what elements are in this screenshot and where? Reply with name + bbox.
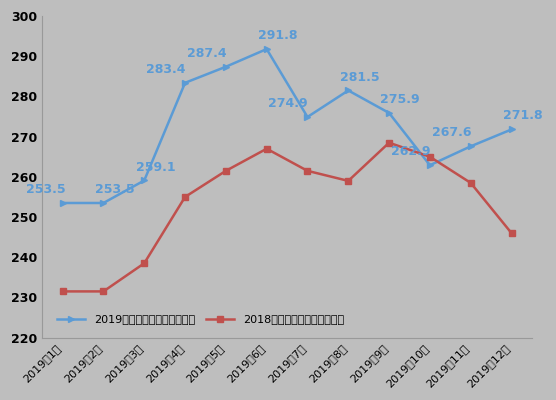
2019年粗钢月度日产（万吨） (182, 80, 188, 85)
2018年粗钢月度日产（万吨） (468, 180, 474, 185)
2019年粗钢月度日产（万吨） (100, 200, 107, 205)
Text: 291.8: 291.8 (258, 29, 297, 42)
Text: 262.9: 262.9 (391, 145, 430, 158)
2019年粗钢月度日产（万吨） (345, 88, 351, 93)
Line: 2019年粗钢月度日产（万吨）: 2019年粗钢月度日产（万吨） (59, 46, 515, 206)
2019年粗钢月度日产（万吨） (304, 114, 311, 119)
Text: 283.4: 283.4 (146, 63, 185, 76)
2019年粗钢月度日产（万吨） (386, 110, 393, 115)
2019年粗钢月度日产（万吨） (141, 178, 147, 183)
Text: 267.6: 267.6 (431, 126, 471, 139)
2019年粗钢月度日产（万吨） (468, 144, 474, 149)
Text: 281.5: 281.5 (340, 70, 379, 84)
2019年粗钢月度日产（万吨） (59, 200, 66, 205)
Legend: 2019年粗钢月度日产（万吨）, 2018年粗钢月度日产（万吨）: 2019年粗钢月度日产（万吨）, 2018年粗钢月度日产（万吨） (53, 310, 348, 329)
Text: 253.5: 253.5 (26, 183, 66, 196)
2018年粗钢月度日产（万吨） (141, 261, 147, 266)
2018年粗钢月度日产（万吨） (222, 168, 229, 173)
2018年粗钢月度日产（万吨） (100, 289, 107, 294)
Text: 274.9: 274.9 (268, 97, 308, 110)
2018年粗钢月度日产（万吨） (386, 140, 393, 145)
Line: 2018年粗钢月度日产（万吨）: 2018年粗钢月度日产（万吨） (59, 140, 515, 294)
2019年粗钢月度日产（万吨） (508, 127, 515, 132)
2018年粗钢月度日产（万吨） (345, 178, 351, 183)
Text: 253.5: 253.5 (95, 183, 135, 196)
2018年粗钢月度日产（万吨） (59, 289, 66, 294)
2018年粗钢月度日产（万吨） (264, 146, 270, 151)
2018年粗钢月度日产（万吨） (426, 154, 433, 159)
2018年粗钢月度日产（万吨） (182, 194, 188, 199)
2019年粗钢月度日产（万吨） (222, 64, 229, 69)
Text: 287.4: 287.4 (187, 47, 226, 60)
2019年粗钢月度日产（万吨） (426, 163, 433, 168)
Text: 259.1: 259.1 (136, 160, 175, 174)
2018年粗钢月度日产（万吨） (304, 168, 311, 173)
2019年粗钢月度日产（万吨） (264, 47, 270, 52)
2018年粗钢月度日产（万吨） (508, 231, 515, 236)
Text: 271.8: 271.8 (503, 110, 543, 122)
Text: 275.9: 275.9 (380, 93, 420, 106)
